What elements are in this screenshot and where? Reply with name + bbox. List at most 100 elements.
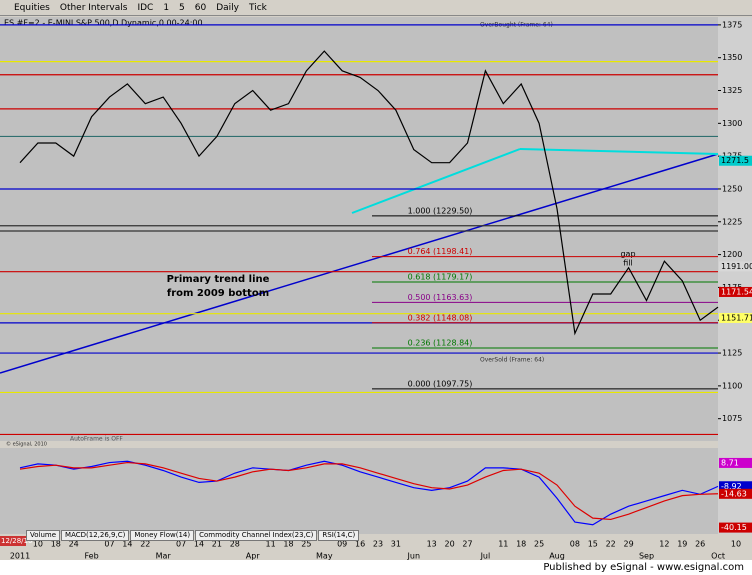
x-tick-label: 31 xyxy=(391,540,401,549)
fib-label: 0.000 (1097.75) xyxy=(408,379,473,388)
price-tag xyxy=(719,522,752,533)
tab[interactable]: Money Flow(14) xyxy=(130,530,195,541)
x-tick-label: 13 xyxy=(427,540,437,549)
toolbar-item[interactable]: 60 xyxy=(194,2,207,13)
x-tick-label: Mar xyxy=(156,552,172,561)
tab[interactable]: Volume xyxy=(26,530,61,541)
toolbar-item[interactable]: Daily xyxy=(216,2,240,13)
toolbar-item[interactable]: 1 xyxy=(163,2,170,13)
x-tick-label: 07 xyxy=(176,540,186,549)
toolbar-item[interactable]: 5 xyxy=(179,2,185,13)
fib-label: 0.382 (1148.08) xyxy=(408,313,473,322)
price-tag xyxy=(719,457,752,468)
price-tag-label: 1151.71 xyxy=(721,313,752,322)
x-tick-label: 24 xyxy=(69,540,79,549)
price-tag xyxy=(719,155,752,166)
price-pane xyxy=(0,17,718,441)
series-line xyxy=(19,50,719,336)
x-tick-label: 14 xyxy=(122,540,132,549)
price-tag xyxy=(719,261,752,272)
x-tick-label: Jun xyxy=(407,552,421,561)
y-tick-label: 1250 xyxy=(722,184,742,193)
x-tick-label: Jul xyxy=(480,552,491,561)
toolbar-item[interactable]: Equities xyxy=(14,2,50,13)
x-tick-label: 18 xyxy=(283,540,293,549)
price-tag xyxy=(719,481,752,492)
trend-line xyxy=(519,148,719,155)
series-line xyxy=(19,461,719,521)
y-tick-label: 1325 xyxy=(722,86,742,95)
x-tick-label: Aug xyxy=(549,552,565,561)
x-tick-label: Apr xyxy=(246,552,261,561)
header: ES #F=2 - E-MINI S&P 500,D Dynamic,0.00-… xyxy=(4,19,203,28)
x-tick-label: 25 xyxy=(301,540,311,549)
annotation: © eSignal, 2010 xyxy=(6,441,47,448)
annotation: fill xyxy=(623,259,632,268)
x-tick-label: 21 xyxy=(212,540,222,549)
y-tick-label: 1075 xyxy=(722,414,742,423)
x-tick-label: 25 xyxy=(534,540,544,549)
x-tick-label: 27 xyxy=(462,540,472,549)
x-tick-label: 08 xyxy=(570,540,580,549)
annotation: AutoFrame is OFF xyxy=(70,436,123,443)
annotation: Primary trend line xyxy=(167,274,270,285)
x-tick-label: 10 xyxy=(33,540,43,549)
axis-pane xyxy=(718,17,752,534)
x-tick-label: 12 xyxy=(659,540,669,549)
toolbar: Equities Other Intervals IDC 1 5 60 Dail… xyxy=(0,0,752,16)
trend-line xyxy=(351,148,521,214)
x-tick-label: 22 xyxy=(606,540,616,549)
tab[interactable]: RSI(14,C) xyxy=(318,530,360,541)
fib-label: 0.764 (1198.41) xyxy=(408,247,473,256)
toolbar-item[interactable]: Other Intervals xyxy=(59,2,128,13)
x-tick-label: May xyxy=(316,552,333,561)
toolbar-item[interactable]: IDC xyxy=(137,2,154,13)
annotation: gap xyxy=(620,250,635,259)
x-tick-label: 09 xyxy=(337,540,347,549)
macd-pane xyxy=(0,448,718,534)
price-tag-label: 8.71 xyxy=(721,458,739,467)
y-tick-label: 1200 xyxy=(722,250,742,259)
x-tick-label: Oct xyxy=(711,552,725,561)
chart: ES #F=2 - E-MINI S&P 500,D Dynamic,0.00-… xyxy=(0,17,752,560)
fib-label: 1.000 (1229.50) xyxy=(408,206,473,215)
x-tick-label: 2011 xyxy=(10,552,30,561)
x-tick-label: 16 xyxy=(355,540,365,549)
x-tick-label: Feb xyxy=(85,552,99,561)
price-tag xyxy=(719,286,752,297)
y-tick-label: 1375 xyxy=(722,20,742,29)
fib-label: 0.236 (1128.84) xyxy=(408,339,473,348)
y-tick-label: 1300 xyxy=(722,119,742,128)
annotation: OverSold (Frame: 64) xyxy=(480,357,544,364)
x-tick-label: 11 xyxy=(266,540,276,549)
x-tick-label: 18 xyxy=(51,540,61,549)
fib-label: 0.500 (1163.63) xyxy=(408,293,473,302)
date-box xyxy=(0,536,26,546)
x-tick-label: 22 xyxy=(140,540,150,549)
fib-label: 0.618 (1179.17) xyxy=(408,272,473,281)
price-tag xyxy=(719,312,752,323)
price-tag xyxy=(719,488,752,499)
footer: Published by eSignal - www.esignal.com xyxy=(0,560,752,575)
price-tag-label: -40.15 xyxy=(721,523,747,532)
x-tick-label: 07 xyxy=(104,540,114,549)
x-tick-label: 29 xyxy=(624,540,634,549)
x-tick-label: Sep xyxy=(639,552,654,561)
x-tick-label: 26 xyxy=(695,540,705,549)
x-tick-label: 15 xyxy=(588,540,598,549)
annotation: from 2009 bottom xyxy=(167,288,269,299)
indicator-tabs: Volume MACD(12,26,9,C) Money Flow(14) Co… xyxy=(26,530,360,541)
toolbar-item[interactable]: Tick xyxy=(249,2,267,13)
y-tick-label: 1350 xyxy=(722,53,742,62)
tab[interactable]: Commodity Channel Index(23,C) xyxy=(195,530,318,541)
y-tick-label: 1225 xyxy=(722,217,742,226)
price-tag-label: -14.63 xyxy=(721,489,747,498)
start-date: 12/28/10 xyxy=(1,537,32,545)
x-tick-label: 18 xyxy=(516,540,526,549)
x-tick-label: 20 xyxy=(445,540,455,549)
tab[interactable]: MACD(12,26,9,C) xyxy=(61,530,130,541)
x-tick-label: 10 xyxy=(731,540,741,549)
x-tick-label: 23 xyxy=(373,540,383,549)
